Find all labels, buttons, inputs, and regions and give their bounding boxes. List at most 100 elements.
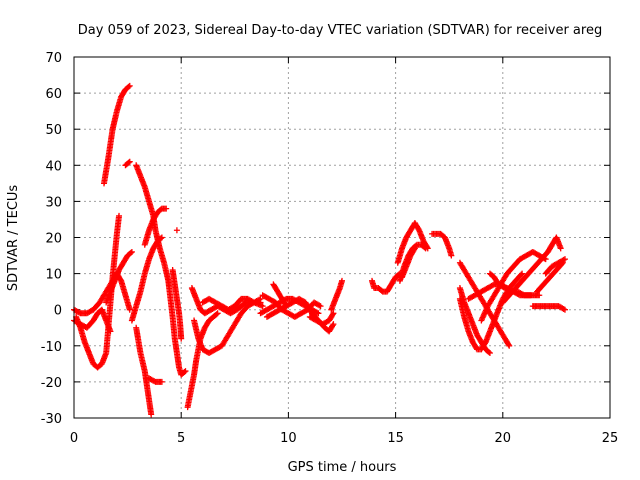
series-arc-35 — [499, 234, 564, 306]
data-point — [561, 256, 568, 263]
y-tick-label: 40 — [45, 159, 62, 174]
data-points — [71, 82, 568, 418]
data-point — [214, 310, 221, 317]
data-point — [330, 310, 337, 317]
series-arc-12 — [133, 324, 155, 418]
data-point — [182, 368, 189, 375]
y-tick-label: -20 — [41, 376, 62, 391]
x-tick-label: 10 — [280, 431, 297, 446]
data-point — [560, 256, 567, 263]
series-arc-17 — [199, 295, 264, 313]
data-point — [527, 292, 534, 299]
y-tick-label: 50 — [45, 123, 62, 138]
data-point — [411, 245, 418, 252]
series-arc-08 — [103, 248, 135, 306]
axis-ticks: -30 -20 -10 0 10 20 30 40 50 60 70 0 5 10 15 20 25 — [41, 51, 619, 446]
y-tick-label: 70 — [45, 51, 62, 66]
y-tick-label: 60 — [45, 87, 62, 102]
series-arc-04 — [169, 266, 185, 342]
series-arc-03 — [133, 162, 189, 378]
data-point — [536, 292, 543, 299]
data-point — [560, 305, 567, 312]
data-point — [315, 310, 322, 317]
data-point — [126, 82, 133, 89]
data-point — [330, 321, 337, 328]
data-point — [148, 411, 155, 418]
series-arc-13 — [146, 375, 165, 385]
chart-title: Day 059 of 2023, Sidereal Day-to-day VTE… — [78, 23, 602, 38]
data-point — [485, 349, 492, 356]
data-point — [259, 303, 266, 310]
x-tick-label: 5 — [177, 431, 185, 446]
data-point — [519, 270, 526, 277]
data-point — [163, 205, 170, 212]
data-point — [116, 212, 123, 219]
data-point — [424, 244, 431, 251]
data-point — [126, 158, 133, 165]
data-point — [411, 246, 418, 253]
data-point — [314, 309, 321, 316]
series-arc-31 — [456, 285, 493, 357]
data-point — [329, 311, 336, 318]
data-point — [158, 378, 165, 385]
series-arc-07 — [73, 212, 123, 371]
data-point — [157, 235, 164, 242]
series-arc-38 — [534, 259, 566, 295]
data-point — [448, 252, 455, 259]
series-arc-01 — [101, 82, 133, 187]
y-tick-label: 30 — [45, 195, 62, 210]
data-point — [557, 245, 564, 252]
data-point — [506, 342, 513, 349]
x-axis-label: GPS time / hours — [288, 460, 397, 475]
data-point — [282, 301, 289, 308]
data-point — [561, 306, 568, 313]
data-point — [127, 249, 134, 256]
data-point — [125, 159, 132, 166]
y-tick-label: 0 — [54, 304, 62, 319]
data-point — [329, 322, 336, 329]
series-arc-23 — [328, 277, 345, 313]
data-point — [126, 306, 133, 313]
series-arc-02 — [122, 158, 133, 169]
x-tick-label: 15 — [387, 431, 404, 446]
series-arc-36 — [529, 303, 568, 313]
data-point — [181, 368, 188, 375]
data-point — [257, 299, 264, 306]
data-point — [128, 248, 135, 255]
series-arc-27 — [399, 245, 418, 281]
data-point — [339, 277, 345, 284]
data-point — [158, 234, 165, 241]
data-point — [518, 271, 525, 278]
data-point — [178, 335, 185, 342]
data-point — [486, 350, 493, 357]
data-point — [316, 302, 323, 309]
data-point — [213, 311, 220, 318]
series-arc-10 — [141, 205, 170, 248]
series-arc-14 — [184, 310, 221, 411]
y-tick-label: -10 — [41, 340, 62, 355]
data-point — [173, 227, 180, 234]
x-tick-label: 20 — [495, 431, 512, 446]
series-arc-21 — [306, 310, 337, 328]
x-tick-label: 25 — [602, 431, 619, 446]
series-arc-24 — [369, 270, 403, 295]
y-tick-label: 20 — [45, 232, 62, 247]
data-point — [283, 303, 290, 310]
series-arc-26 — [394, 220, 431, 266]
series-arc-28 — [429, 230, 455, 259]
data-point — [424, 245, 431, 252]
y-axis-label: SDTVAR / TECUs — [6, 185, 21, 292]
series-arc-09 — [128, 234, 165, 324]
x-tick-label: 0 — [70, 431, 78, 446]
series-arc-11 — [173, 227, 180, 234]
data-point — [559, 259, 566, 266]
series-arc-22 — [270, 281, 290, 310]
y-tick-label: -30 — [41, 412, 62, 427]
y-tick-label: 10 — [45, 268, 62, 283]
plot-frame — [73, 56, 611, 419]
data-point — [317, 303, 324, 310]
data-point — [505, 341, 512, 348]
data-point — [125, 83, 132, 90]
data-point — [558, 260, 565, 267]
